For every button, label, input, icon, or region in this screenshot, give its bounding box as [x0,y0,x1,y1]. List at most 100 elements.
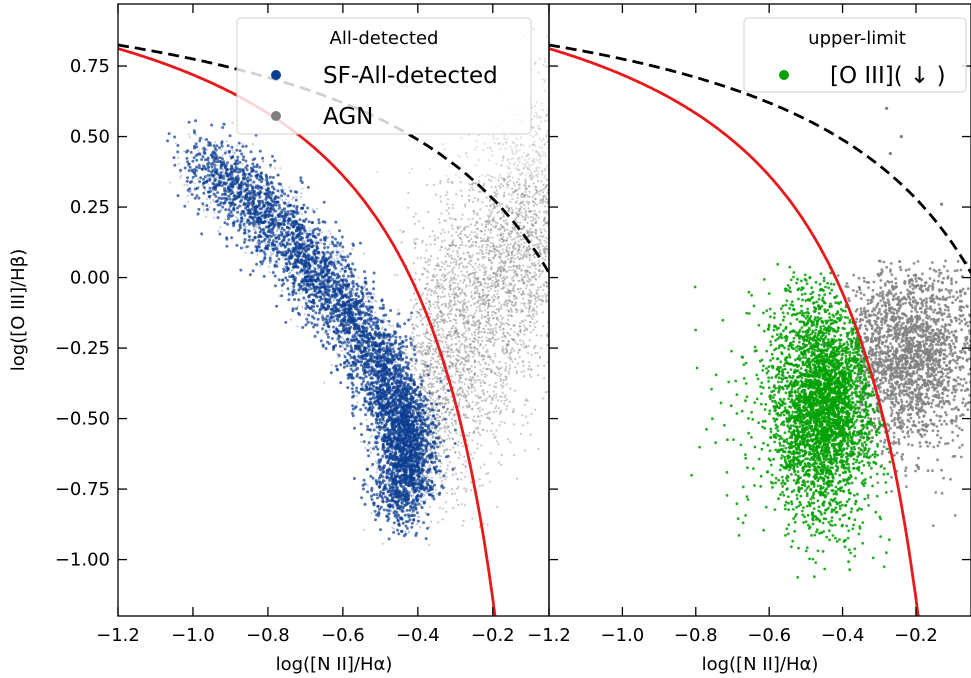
agn-point [428,371,431,374]
agn-point [468,355,471,358]
sf-point [363,276,367,280]
agn-point [541,173,544,176]
agn-point [545,248,548,251]
agn-point [583,217,585,219]
agn-point [500,265,503,268]
agn-point [511,198,514,201]
agn-point [500,373,503,376]
agn-point [438,415,442,419]
agn-point [453,329,456,332]
agn-point [492,433,495,436]
agn-point [484,225,487,228]
agn-point [496,440,499,443]
agn-point [434,431,437,434]
agn-point [478,478,481,481]
agn-point [500,463,503,466]
agn-point [502,232,505,235]
agn-point [440,372,443,375]
agn-point [469,272,473,276]
agn-point [585,116,587,118]
agn-point [508,174,511,177]
agn-point [464,244,467,247]
agn-point [493,372,496,375]
agn-point [519,329,522,332]
agn-point [506,331,509,334]
agn-point [522,281,525,284]
agn-point [568,125,570,127]
agn-point [487,472,490,475]
agn-point [498,173,501,176]
agn-point [467,385,470,388]
agn-point [523,403,527,406]
agn-point [550,224,552,226]
agn-point [439,415,442,418]
agn-point [581,219,583,221]
sf-point [305,298,308,302]
agn-point [419,350,422,353]
agn-point [429,365,432,368]
agn-point [482,297,486,301]
agn-point [528,259,532,262]
agn-point [484,293,487,296]
agn-point [509,265,512,269]
agn-point [464,258,467,261]
agn-point [474,290,477,293]
agn-point [493,338,496,341]
agn-point [561,183,563,185]
agn-point [410,167,413,170]
agn-point [491,311,494,314]
agn-point [508,367,512,370]
agn-point [531,309,534,312]
agn-point [450,261,453,264]
agn-point [524,269,527,272]
agn-point [459,363,462,366]
agn-point [544,152,547,155]
agn-point [502,235,505,238]
agn-point [412,339,415,342]
agn-point [531,263,534,266]
agn-point [554,281,556,283]
agn-point [457,227,460,230]
agn-point [571,214,573,216]
agn-point [554,222,556,224]
agn-point [554,266,556,268]
agn-point [466,308,469,311]
sf-point [307,220,311,224]
agn-point [567,287,569,289]
agn-point [515,308,518,311]
agn-point [448,285,451,288]
agn-point [543,248,546,251]
agn-point [450,334,453,337]
agn-point [426,369,429,372]
agn-point [579,145,581,147]
agn-point [596,246,598,248]
agn-point [543,217,546,220]
agn-point [550,139,552,141]
agn-point [461,342,464,345]
agn-point [479,381,482,384]
agn-point [477,431,480,434]
agn-point [533,114,536,118]
agn-point [524,275,527,278]
sf-point [281,185,284,188]
agn-point [443,268,446,271]
agn-point [467,239,470,243]
agn-point [522,360,525,364]
agn-point [449,288,452,291]
agn-point [450,254,453,257]
agn-point [457,503,460,507]
agn-point [512,294,515,297]
agn-point [412,357,415,360]
agn-point [429,369,432,372]
agn-point [508,269,511,272]
agn-point [534,217,537,220]
agn-point [467,273,470,277]
agn-point [458,315,461,318]
agn-point [523,280,526,284]
agn-point [480,297,483,300]
agn-point [442,345,445,349]
agn-point [460,270,463,273]
agn-point [489,277,492,281]
agn-point [450,335,453,338]
agn-point [408,171,411,174]
